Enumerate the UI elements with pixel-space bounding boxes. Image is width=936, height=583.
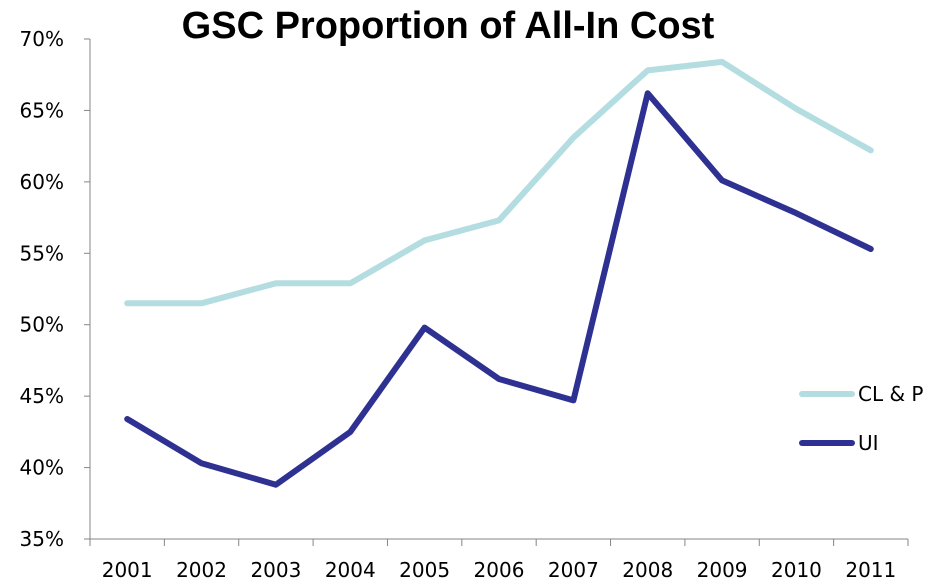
y-tick-label: 65% [20,98,64,122]
y-tick-label: 50% [20,313,64,337]
y-tick-label: 55% [20,241,64,265]
x-tick-label: 2006 [474,558,525,582]
x-tick-label: 2008 [622,558,673,582]
y-tick-label: 35% [20,527,64,551]
x-tick-label: 2001 [102,558,153,582]
axes [89,39,908,540]
y-tick-label: 40% [20,456,64,480]
chart-title: GSC Proportion of All-In Cost [182,5,715,47]
legend-label: UI [858,431,879,455]
x-tick-label: 2004 [325,558,376,582]
x-axis-ticks: 2001 2002 2003 2004 2005 2006 2007 2008 2009 2010… [89,539,909,582]
y-tick-label: 60% [20,170,64,194]
x-tick-label: 2010 [771,558,822,582]
x-tick-label: 2011 [845,558,896,582]
x-tick-label: 2005 [399,558,450,582]
x-tick-label: 2003 [250,558,301,582]
legend-label: CL & P [858,382,923,406]
x-tick-label: 2007 [548,558,599,582]
series-lines [124,58,874,488]
x-tick-label: 2009 [697,558,748,582]
y-axis-ticks: 35% 40% 45% 50% 55% 60% 65% 70% [20,27,90,551]
series-line-cl-p [124,58,874,307]
y-tick-label: 45% [20,384,64,408]
legend: CL & P UI [799,382,923,455]
series-line-ui [124,90,874,488]
x-tick-label: 2002 [176,558,227,582]
y-tick-label: 70% [20,27,64,51]
